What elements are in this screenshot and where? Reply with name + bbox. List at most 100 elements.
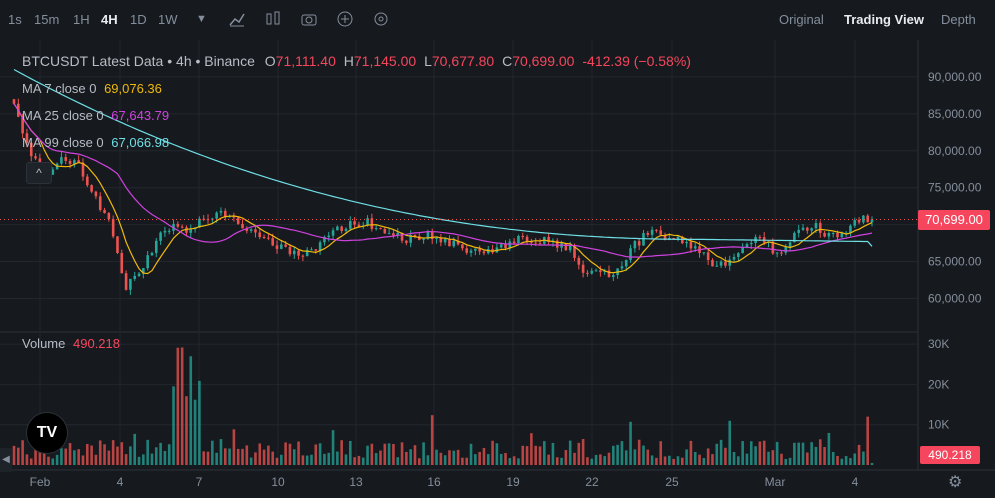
candle-body [271,238,274,246]
candle-body [340,226,343,231]
volume-bar [124,454,128,465]
time-tick-label: 4 [117,475,124,489]
volume-bar [116,446,119,465]
view-original-tab[interactable]: Original [779,12,824,27]
candle-body [292,250,296,255]
candle-body [719,261,723,266]
volume-bar [353,457,356,465]
candle-body [594,270,598,272]
volume-bar [241,448,244,465]
volume-bar [676,456,680,465]
volume-bar [47,456,50,465]
volume-bar [336,451,339,465]
candle-body [620,266,624,269]
volume-bar [624,450,628,465]
caret-down-icon[interactable]: ▼ [196,13,207,25]
volume-bar [379,450,382,465]
volume-bar [267,445,270,465]
add-icon[interactable] [336,10,354,33]
volume-bar [51,458,55,465]
volume-bar [599,454,602,465]
volume-bar [840,458,844,465]
candle-body [392,233,395,236]
scroll-left-icon[interactable]: ◀ [0,448,12,472]
candle-body [275,245,279,249]
volume-bar [663,456,667,465]
volume-bar [586,457,589,465]
volume-bar [245,445,249,465]
candle-body [788,242,792,248]
gear-icon[interactable]: ⚙ [948,474,963,491]
candle-body [573,245,576,258]
candle-body [405,240,408,243]
volume-bar [232,429,236,465]
candle-body [215,212,218,219]
settings-icon[interactable] [372,10,390,33]
candle-body [732,256,736,260]
interval-1s[interactable]: 1s [8,12,22,27]
interval-15m[interactable]: 15m [34,12,60,27]
volume-bar [340,440,343,465]
candle-body [814,223,818,229]
interval-1h[interactable]: 1H [73,12,90,27]
candle-body [737,253,740,257]
ma25-line [13,103,873,258]
candle-body [547,236,550,243]
candle-body [185,227,188,233]
volume-bar [474,454,477,465]
candle-body [146,255,149,269]
candle-body [706,252,710,261]
volume-bar [543,441,546,465]
volume-bar [672,458,675,465]
legend-open: 71,111.40 [275,53,336,69]
candle-body [331,230,335,236]
volume-bar [517,458,520,465]
collapse-legend-button[interactable]: ^ [26,162,52,184]
interval-4h[interactable]: 4H [101,12,118,27]
volume-bar [594,454,598,465]
volume-bar [219,439,223,465]
candle-body [599,270,602,272]
interval-1d[interactable]: 1D [130,12,147,27]
volume-bar [435,449,438,465]
camera-icon[interactable] [300,10,318,33]
volume-bar [206,451,210,465]
volume-bar [521,445,525,465]
volume-bar [280,454,283,465]
view-depth-tab[interactable]: Depth [941,12,976,27]
candle-body [249,229,253,231]
candle-body [443,238,447,243]
volume-bar [202,451,206,465]
time-tick-label: 7 [196,475,203,489]
candle-body [366,218,369,226]
candle-body [219,210,223,213]
view-trading-view-tab[interactable]: Trading View [844,12,924,27]
volume-bar [629,421,632,465]
legend-l-label: L [424,53,432,69]
indicator-icon[interactable] [228,10,246,33]
volume-bar [185,396,188,465]
candle-body [646,233,650,235]
candle-body [530,241,533,243]
volume-bar [21,440,24,465]
volume-bar [111,440,115,465]
ma7-value: 69,076.36 [104,81,162,96]
candle-body [98,196,102,210]
volume-bar [555,457,559,465]
volume-bar [223,448,227,465]
ma25-legend: MA 25 close 0 67,643.79 [22,108,169,123]
volume-bar [797,442,800,465]
volume-bar [439,452,443,465]
candle-body [827,232,831,237]
volume-bar [146,439,149,465]
legend-close: 70,699.00 [512,53,575,69]
interval-1w[interactable]: 1W [158,12,178,27]
volume-bar [137,456,141,465]
candle-body [831,232,835,234]
candle-body [142,268,145,274]
candle-body [555,240,559,248]
candle-body [866,215,869,223]
layout-icon[interactable] [264,10,282,33]
volume-bar [29,458,33,465]
